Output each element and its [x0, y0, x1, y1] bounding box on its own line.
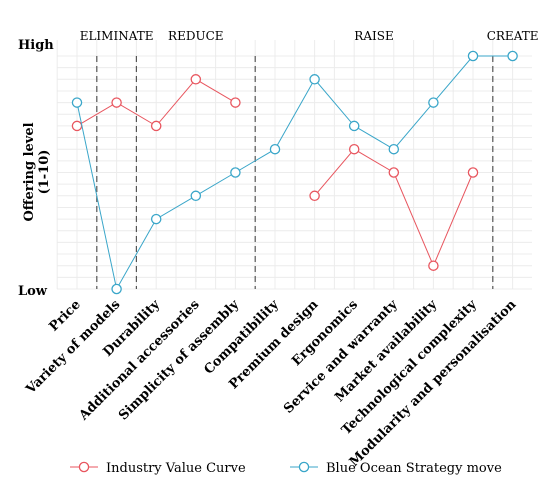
data-point[interactable] — [428, 260, 439, 271]
legend-label: Industry Value Curve — [106, 461, 246, 476]
data-point[interactable] — [230, 97, 241, 108]
y-axis-title-text: Offering level(1-10) — [22, 122, 52, 221]
data-point[interactable] — [71, 120, 83, 132]
data-point[interactable] — [388, 143, 400, 155]
data-point[interactable] — [190, 74, 202, 85]
data-point[interactable] — [111, 283, 122, 295]
data-point[interactable] — [467, 167, 479, 178]
y-axis-title: Offering level(1-10) — [22, 122, 52, 221]
data-point[interactable] — [230, 167, 241, 178]
section-label: REDUCE — [168, 29, 223, 43]
y-axis-ticks: Low High — [18, 38, 54, 299]
legend-marker — [298, 461, 310, 473]
data-point[interactable] — [150, 213, 162, 225]
data-point[interactable] — [150, 120, 162, 132]
legend-item[interactable]: Blue Ocean Strategy move — [290, 461, 502, 476]
section-label: CREATE — [487, 29, 539, 43]
series — [71, 50, 518, 295]
data-point[interactable] — [428, 97, 439, 108]
y-tick-label: High — [18, 38, 54, 53]
legend[interactable]: Industry Value Curve Blue Ocean Strategy … — [70, 461, 502, 476]
section-labels: ELIMINATE REDUCE RAISE CREATE — [80, 29, 539, 43]
section-label: ELIMINATE — [80, 29, 154, 43]
data-point[interactable] — [348, 143, 360, 155]
section-label: RAISE — [354, 29, 393, 43]
series-2 — [71, 50, 518, 295]
data-point[interactable] — [111, 97, 122, 108]
data-point[interactable] — [507, 50, 518, 62]
data-point[interactable] — [190, 190, 202, 202]
data-point[interactable] — [348, 120, 360, 132]
y-axis-title-line: (1-10) — [37, 150, 52, 195]
data-point[interactable] — [388, 167, 400, 178]
legend-label: Blue Ocean Strategy move — [326, 461, 502, 476]
series-1 — [71, 74, 479, 271]
legend-marker — [78, 461, 90, 473]
x-tick-label: Price — [47, 297, 84, 334]
grid — [56, 40, 532, 290]
section-dividers — [96, 56, 494, 289]
data-point[interactable] — [467, 50, 479, 62]
data-point[interactable] — [71, 97, 83, 108]
data-point[interactable] — [309, 190, 320, 202]
legend-item[interactable]: Industry Value Curve — [70, 461, 246, 476]
y-axis-title-line: Offering level — [22, 122, 37, 221]
y-tick-label: Low — [18, 284, 48, 299]
data-point[interactable] — [309, 74, 320, 85]
series-line — [76, 55, 513, 291]
data-point[interactable] — [269, 143, 281, 155]
